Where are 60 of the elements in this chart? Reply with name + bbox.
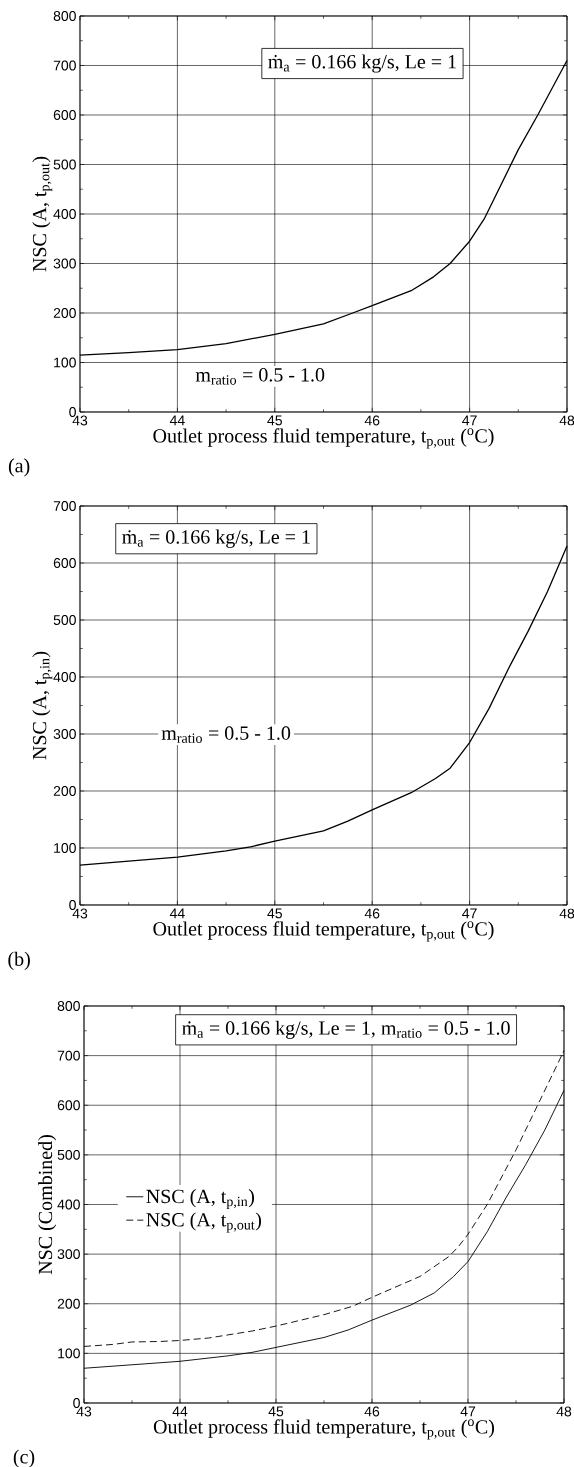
legend-label: NSC (A, t$_{p,out}$) xyxy=(146,1212,262,1233)
y-tick-label: 600 xyxy=(57,1100,80,1111)
y-tick-label: 500 xyxy=(53,159,76,170)
y-tick-label: 600 xyxy=(53,110,76,120)
x-tick-label: 47 xyxy=(462,908,477,919)
y-tick-label: 500 xyxy=(53,615,76,625)
x-tick-label: 44 xyxy=(169,415,185,426)
annotation: ṁ$_{a}$ = 0.166 kg/s, Le = 1, m$_{ratio}$ = 0.5 - 1.0 xyxy=(182,1020,510,1039)
annotation: m$_{ratio}$ = 0.5 - 1.0 xyxy=(161,726,291,743)
annotation: ṁ$_{a}$ = 0.166 kg/s, Le = 1 xyxy=(268,54,456,73)
y-axis-title: NSC (A, t$_{p,in}$) xyxy=(32,651,53,760)
x-tick-label: 48 xyxy=(556,1406,572,1417)
annotation: ṁ$_{a}$ = 0.166 kg/s, Le = 1 xyxy=(122,529,310,548)
y-tick-label: 100 xyxy=(54,843,76,853)
y-tick-label: 300 xyxy=(53,729,76,739)
annotation: m$_{ratio}$ = 0.5 - 1.0 xyxy=(195,368,325,385)
x-tick-label: 47 xyxy=(462,415,477,426)
y-tick-label: 800 xyxy=(53,11,76,21)
y-tick-label: 0 xyxy=(69,407,76,417)
x-tick-label: 46 xyxy=(364,415,380,426)
x-tick-label: 44 xyxy=(169,908,185,919)
text: (c) xyxy=(13,1449,35,1467)
x-tick-label: 43 xyxy=(76,1406,92,1417)
x-tick-label: 43 xyxy=(72,908,88,919)
x-axis-title: Outlet process fluid temperature, t$_{p,out}$ ($^{o}$C) xyxy=(153,1419,495,1440)
y-tick-label: 300 xyxy=(57,1249,80,1260)
x-tick-label: 46 xyxy=(364,908,380,919)
y-tick-label: 400 xyxy=(53,209,76,219)
x-axis-title: Outlet process fluid temperature, t$_{p,out}$ ($^{o}$C) xyxy=(153,921,494,942)
y-tick-label: 400 xyxy=(53,672,76,682)
y-tick-label: 200 xyxy=(57,1298,80,1309)
y-tick-label: 700 xyxy=(53,60,76,71)
y-tick-label: 100 xyxy=(58,1348,80,1359)
text: (b) xyxy=(8,951,30,970)
x-tick-label: 46 xyxy=(364,1406,380,1417)
y-tick-label: 0 xyxy=(69,900,76,910)
y-tick-label: 300 xyxy=(53,258,76,269)
legend-label: NSC (A, t$_{p,in}$) xyxy=(146,1189,255,1210)
x-tick-label: 48 xyxy=(559,908,574,919)
y-axis-title: NSC (Combined) xyxy=(38,1135,57,1275)
x-tick-label: 43 xyxy=(72,415,88,426)
y-tick-label: 800 xyxy=(57,1001,80,1011)
x-tick-label: 44 xyxy=(172,1406,188,1417)
x-tick-label: 45 xyxy=(267,908,282,919)
x-tick-label: 47 xyxy=(460,1406,476,1417)
y-tick-label: 0 xyxy=(73,1398,80,1408)
text: (a) xyxy=(8,458,30,477)
y-axis-title: NSC (A, t$_{p,out}$) xyxy=(32,156,53,272)
x-tick-label: 45 xyxy=(268,1406,284,1417)
y-tick-label: 200 xyxy=(53,786,76,796)
x-axis-title: Outlet process fluid temperature, t$_{p,out}$ ($^{o}$C) xyxy=(153,428,494,449)
y-tick-label: 200 xyxy=(53,308,76,318)
x-tick-label: 45 xyxy=(267,415,282,426)
y-tick-label: 700 xyxy=(57,1050,80,1061)
y-tick-label: 400 xyxy=(57,1199,80,1210)
y-tick-label: 600 xyxy=(53,558,76,568)
y-tick-label: 700 xyxy=(53,501,76,511)
y-tick-label: 100 xyxy=(54,357,76,368)
y-tick-label: 500 xyxy=(57,1149,80,1160)
x-tick-label: 48 xyxy=(559,415,574,426)
